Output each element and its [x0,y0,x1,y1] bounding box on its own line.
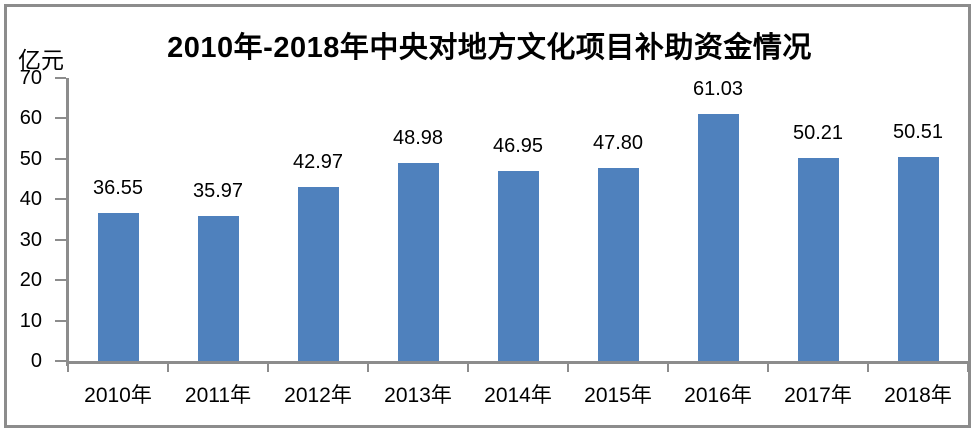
x-axis-tick [267,364,269,372]
bar-2010年 [97,213,139,361]
y-axis-tick [55,198,66,201]
y-axis-line [66,78,69,366]
y-axis-tick-label: 40 [19,188,42,211]
y-axis-unit-label: 亿元 [18,47,64,73]
y-axis-tick-label: 30 [19,228,42,251]
bar-2017年 [797,158,839,361]
bar-value-label-2018年: 50.51 [892,120,944,143]
x-axis-label-2017年: 2017年 [784,384,852,407]
bar-value-label-2013年: 48.98 [392,126,444,149]
bar-value-label-2014年: 46.95 [492,135,544,158]
y-axis-tick-label: 70 [19,67,42,89]
x-axis-label-2018年: 2018年 [884,384,952,407]
y-axis-tick-label: 50 [19,147,42,170]
x-axis-label-2011年: 2011年 [184,384,252,407]
bar-2014年 [497,171,539,361]
x-axis-label-2013年: 2013年 [384,384,452,407]
x-axis-label-2014年: 2014年 [484,384,552,407]
x-axis-label-2012年: 2012年 [284,384,352,407]
x-axis-tick [767,364,769,372]
y-axis-tick [55,77,66,79]
bar-2011年 [197,215,239,361]
y-axis-tick [55,319,66,322]
y-axis-tick [55,157,66,160]
y-axis-tick [55,279,66,282]
bar-value-label-2015年: 47.80 [592,131,644,154]
bar-2016年 [697,114,739,361]
bar-2018年 [897,156,939,361]
x-axis-tick [867,364,869,372]
x-axis-tick [167,364,169,372]
y-axis-tick [55,238,66,241]
y-axis-tick-label: 60 [19,107,42,130]
y-axis-tick [55,117,66,120]
x-axis-tick [467,364,469,372]
bar-2015年 [597,167,639,361]
bar-2012年 [297,187,339,361]
x-axis-label-2016年: 2016年 [684,384,752,407]
bar-value-label-2016年: 61.03 [692,78,744,101]
x-axis-tick [967,364,969,372]
x-axis-tick [567,364,569,372]
plot-area: 0 10 20 30 40 50 60 70 36.55 2010年 35.97 2011年 42.97… [20,67,970,407]
bar-value-label-2011年: 35.97 [192,179,244,202]
y-axis-tick [55,360,66,362]
x-axis-label-2010年: 2010年 [84,384,152,407]
bar-value-label-2017年: 50.21 [792,122,844,144]
y-axis-tick-label: 0 [30,350,42,372]
x-axis-label-2015年: 2015年 [584,384,652,407]
x-axis-line [66,361,970,364]
y-axis-tick-label: 20 [19,269,42,292]
chart-title: 2010年-2018年中央对地方文化项目补助资金情况 [167,32,812,64]
x-axis-tick [367,364,369,372]
bar-2013年 [397,162,439,361]
bar-value-label-2010年: 36.55 [92,177,144,200]
x-axis-tick [667,364,669,372]
y-axis-tick-label: 10 [19,309,42,332]
x-axis-tick [67,364,69,372]
bar-value-label-2012年: 42.97 [292,151,344,174]
